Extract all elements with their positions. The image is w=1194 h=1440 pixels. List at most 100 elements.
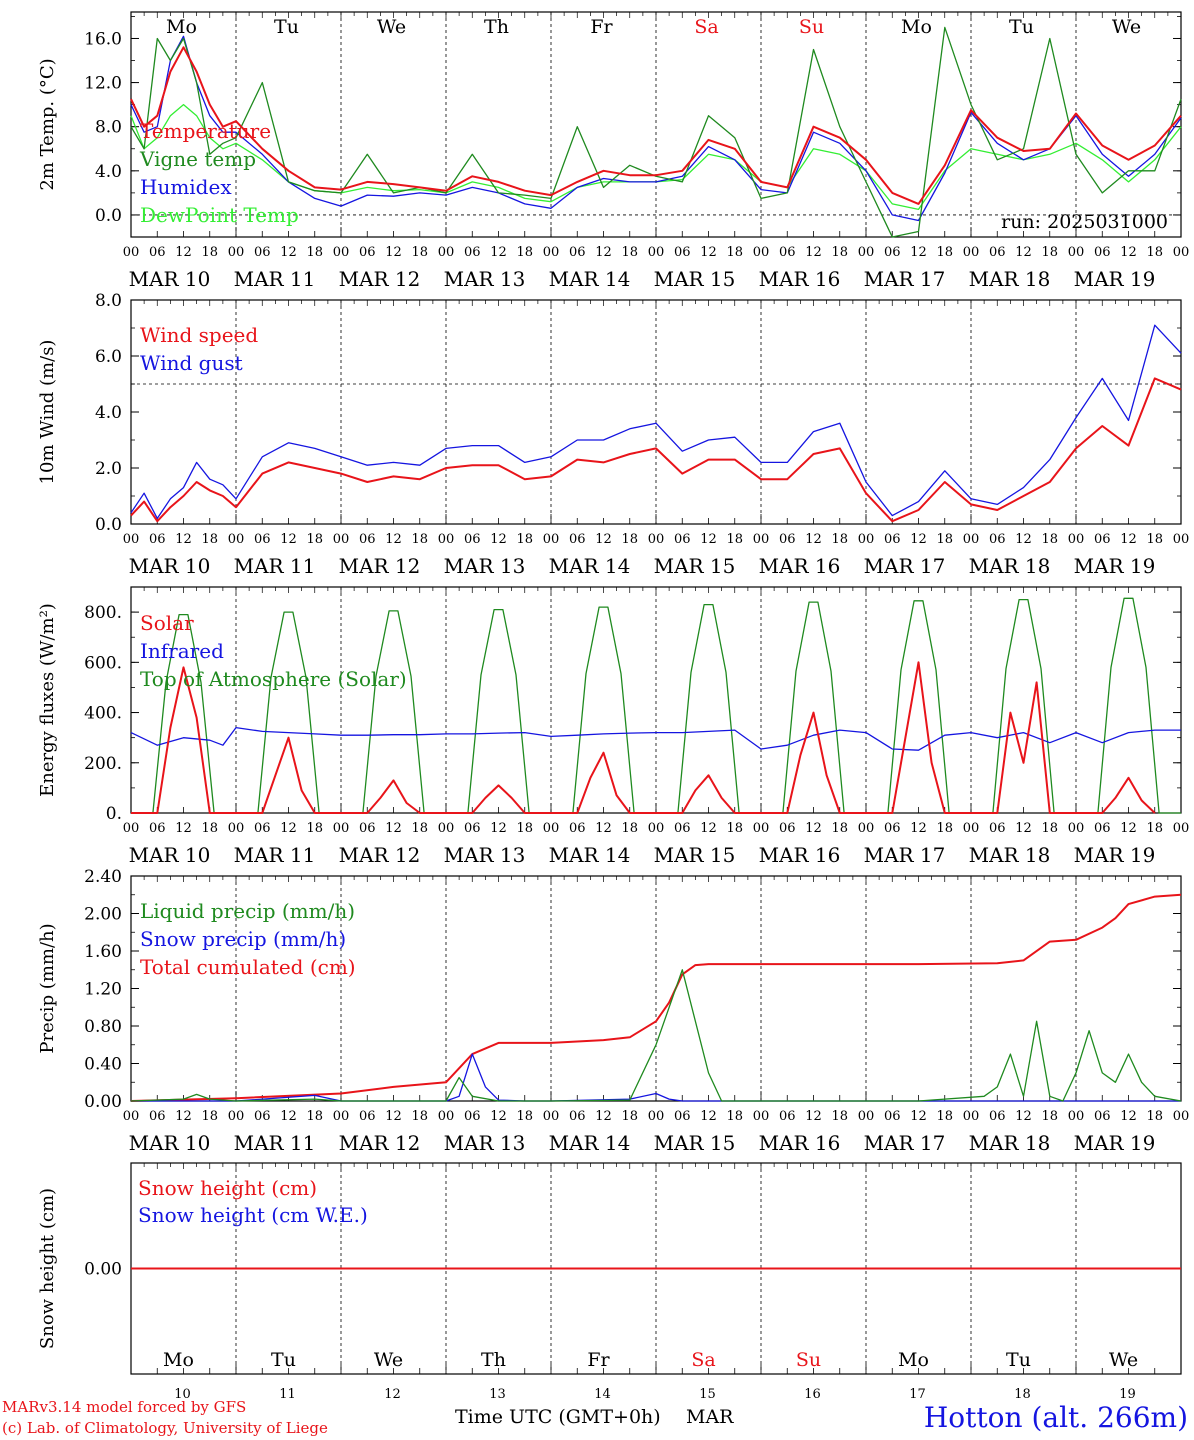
hour-tick-label: 06 [254, 245, 271, 260]
y-tick-label: 800. [84, 603, 122, 623]
hour-tick-label: 12 [700, 821, 717, 836]
hour-tick-label: 12 [490, 532, 507, 547]
weekday-label: We [1112, 16, 1141, 38]
hour-tick-label: 12 [595, 245, 612, 260]
model-credit-line: MARv3.14 model forced by GFS [2, 1398, 247, 1416]
hour-tick-label: 12 [175, 245, 192, 260]
hour-tick-label: 18 [516, 245, 533, 260]
hour-tick-label: 12 [700, 245, 717, 260]
date-label: MAR 11 [234, 843, 316, 867]
y-axis-title: Snow height (cm) [37, 1188, 58, 1349]
hour-tick-label: 00 [648, 821, 665, 836]
series-line-snow-precip-mm-h- [131, 1053, 1181, 1102]
hour-tick-label: 00 [1173, 821, 1190, 836]
legend-entry: Temperature [140, 119, 271, 143]
run-label: run: 2025031000 [1001, 211, 1168, 233]
y-tick-label: 0.00 [84, 1092, 122, 1112]
panel-2: 8.0 6.0 4.0 2.0 0.0 10m Wind (m/s) Wind speed W… [37, 291, 1189, 578]
hour-tick-label: 12 [910, 245, 927, 260]
date-label: MAR 17 [864, 1131, 946, 1155]
hour-tick-label: 18 [831, 821, 848, 836]
hour-tick-label: 00 [858, 245, 875, 260]
hour-tick-label: 12 [1120, 821, 1137, 836]
hour-tick-label: 06 [779, 821, 796, 836]
legend-entry: Total cumulated (cm) [140, 955, 356, 979]
hour-tick-label: 06 [884, 245, 901, 260]
hour-tick-label: 12 [595, 532, 612, 547]
hour-tick-label: 12 [1015, 532, 1032, 547]
date-label: MAR 14 [549, 554, 631, 578]
hour-tick-label: 12 [490, 245, 507, 260]
date-label: MAR 18 [969, 1131, 1051, 1155]
date-label: MAR 15 [654, 843, 736, 867]
hour-tick-label: 18 [1041, 532, 1058, 547]
date-label: MAR 13 [444, 1131, 526, 1155]
date-label: MAR 14 [549, 267, 631, 291]
y-tick-label: 4.0 [95, 162, 122, 182]
day-number-label: 12 [384, 1387, 401, 1402]
y-tick-label: 0.0 [95, 206, 122, 226]
hour-tick-label: 06 [779, 1109, 796, 1124]
hour-tick-label: 18 [516, 821, 533, 836]
day-number-label: 19 [1119, 1387, 1136, 1402]
legend-entry: Humidex [140, 175, 232, 199]
hour-tick-label: 06 [149, 245, 166, 260]
day-number-label: 18 [1014, 1387, 1031, 1402]
hour-tick-label: 00 [228, 245, 245, 260]
hour-tick-label: 12 [280, 245, 297, 260]
hour-tick-label: 00 [543, 1109, 560, 1124]
series-line-vigne-temp [130, 26, 1182, 238]
weekday-label: We [1109, 1349, 1138, 1371]
plot-frame [130, 299, 1182, 525]
y-tick-label: 16.0 [84, 29, 122, 49]
date-label: MAR 13 [444, 267, 526, 291]
hour-tick-label: 18 [411, 821, 428, 836]
hour-tick-label: 06 [359, 532, 376, 547]
date-label: MAR 10 [129, 843, 211, 867]
date-label: MAR 11 [234, 267, 316, 291]
hour-tick-label: 00 [543, 821, 560, 836]
hour-tick-label: 12 [385, 821, 402, 836]
hour-tick-label: 06 [1094, 245, 1111, 260]
weekday-label: Sa [694, 16, 718, 38]
hour-tick-label: 12 [1120, 245, 1137, 260]
hour-tick-label: 12 [280, 1109, 297, 1124]
hour-tick-label: 00 [1173, 1109, 1190, 1124]
hour-tick-label: 00 [858, 532, 875, 547]
hour-tick-label: 00 [1068, 821, 1085, 836]
date-label: MAR 15 [654, 1131, 736, 1155]
series-line-liquid-precip-mm-h- [130, 969, 1182, 1102]
hour-tick-label: 06 [1094, 821, 1111, 836]
hour-tick-label: 00 [648, 1109, 665, 1124]
hour-tick-label: 18 [1146, 532, 1163, 547]
weekday-label: Th [481, 1349, 506, 1371]
hour-tick-label: 12 [175, 1109, 192, 1124]
hour-tick-label: 00 [858, 821, 875, 836]
series-line-total-cumulated-cm- [130, 893, 1182, 1102]
date-label: MAR 17 [864, 267, 946, 291]
hour-tick-label: 00 [123, 245, 140, 260]
y-tick-label: 12.0 [84, 74, 122, 94]
series-line-wind-speed [130, 377, 1182, 523]
hour-tick-label: 18 [411, 532, 428, 547]
date-label: MAR 10 [129, 267, 211, 291]
hour-tick-label: 00 [963, 821, 980, 836]
hour-tick-label: 06 [884, 821, 901, 836]
hour-tick-label: 00 [753, 1109, 770, 1124]
hour-tick-label: 12 [805, 532, 822, 547]
hour-tick-label: 00 [963, 1109, 980, 1124]
date-label: MAR 18 [969, 554, 1051, 578]
hour-tick-label: 06 [149, 1109, 166, 1124]
hour-tick-label: 12 [1120, 532, 1137, 547]
y-tick-label: 8.0 [95, 291, 122, 311]
y-axis-title: 10m Wind (m/s) [37, 340, 58, 485]
hour-tick-label: 06 [779, 245, 796, 260]
hour-tick-label: 00 [228, 532, 245, 547]
series-line-humidex [130, 35, 1182, 222]
hour-tick-label: 18 [411, 1109, 428, 1124]
hour-tick-label: 00 [753, 245, 770, 260]
hour-tick-label: 18 [306, 245, 323, 260]
weekday-label: Mo [163, 1349, 194, 1371]
hour-tick-label: 18 [1146, 245, 1163, 260]
hour-tick-label: 06 [1094, 532, 1111, 547]
